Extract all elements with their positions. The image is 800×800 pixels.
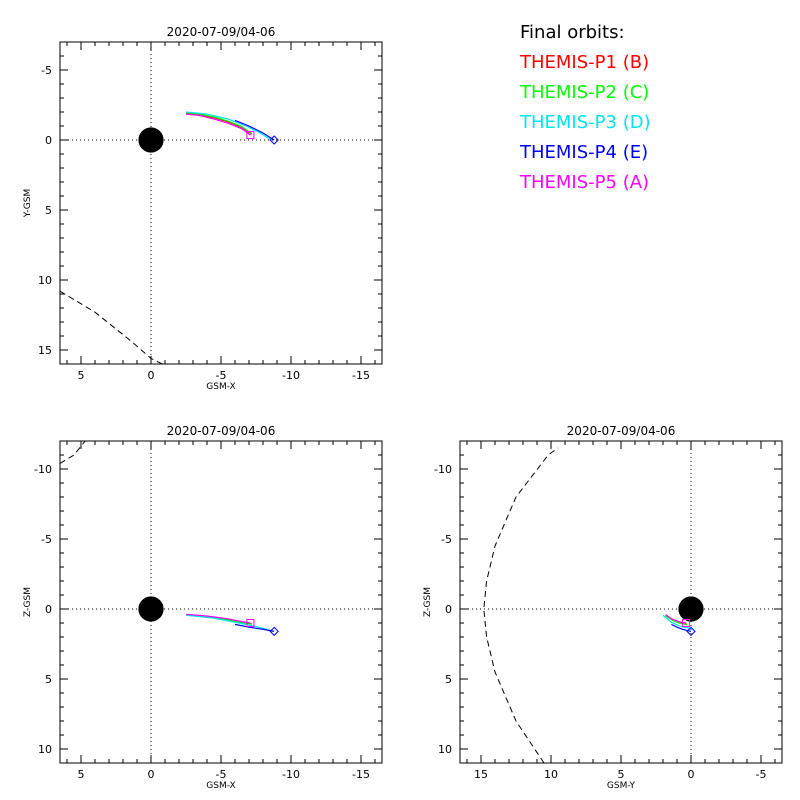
y-tick-label: 10 — [38, 743, 52, 756]
earth-disk — [138, 596, 164, 622]
orbit-panel-2: 5 0 -5 -10 -15 10 5 0 -5 -10 2020-07-09/04-06 GSM-X… — [23, 424, 383, 791]
y-tick-label: 5 — [45, 204, 52, 217]
x-tick-label: -5 — [216, 768, 227, 781]
x-tick-label: 0 — [148, 768, 155, 781]
y-tick-label: -5 — [41, 533, 52, 546]
y-tick-label: -5 — [441, 533, 452, 546]
orbit-series-p3 — [662, 614, 692, 630]
magnetopause-curve — [60, 441, 86, 464]
magnetopause-curve — [483, 447, 559, 763]
x-tick-label: 15 — [474, 768, 488, 781]
y-tick-label: 10 — [38, 274, 52, 287]
y-tick-label: 10 — [438, 743, 452, 756]
x-tick-label: 5 — [618, 768, 625, 781]
diamond-marker — [686, 626, 696, 637]
y-tick-label: -5 — [41, 64, 52, 77]
y-tick-label: 5 — [445, 673, 452, 686]
y-tick-label: 0 — [445, 603, 452, 616]
earth-disk — [678, 596, 704, 622]
plot-frame — [59, 41, 383, 365]
x-axis-label: GSM-X — [206, 781, 235, 791]
orbit-series-p5 — [185, 113, 251, 136]
legend-item-p3: THEMIS-P3 (D) — [520, 112, 651, 133]
x-tick-label: -15 — [352, 768, 370, 781]
orbit-series-p3 — [185, 111, 272, 141]
earth-disk — [138, 127, 164, 153]
x-tick-label: 10 — [544, 768, 558, 781]
orbit-legend: Final orbits: THEMIS-P1 (B) THEMIS-P2 (C… — [520, 18, 780, 198]
square-marker — [682, 619, 691, 627]
orbit-panel-3: 15 10 5 0 -5 10 5 0 -5 -10 2020-07-09/04-06 GSM-Y Z-… — [423, 424, 783, 791]
diamond-marker — [269, 135, 279, 145]
x-tick-label: 5 — [78, 369, 85, 382]
orbit-series-p4 — [234, 623, 275, 632]
y-tick-label: 0 — [45, 603, 52, 616]
y-axis-label: Z-GSM — [23, 587, 33, 617]
diamond-marker — [269, 626, 279, 637]
magnetopause-curve — [60, 290, 163, 364]
plot-area — [60, 441, 382, 763]
y-axis-label: Y-GSM — [23, 189, 33, 218]
square-marker — [246, 131, 255, 140]
x-axis-label: GSM-Y — [607, 781, 636, 791]
legend-item-p2: THEMIS-P2 (C) — [520, 82, 650, 103]
orbit-series-p2 — [664, 615, 687, 626]
y-axis-label: Z-GSM — [423, 587, 433, 617]
plot-title: 2020-07-09/04-06 — [167, 25, 276, 39]
orbit-series-p4 — [671, 623, 692, 632]
orbit-series-p5 — [185, 613, 251, 624]
y-tick-label: 5 — [45, 673, 52, 686]
y-tick-label: 0 — [45, 134, 52, 147]
x-tick-label: -15 — [352, 369, 370, 382]
y-tick-label: -10 — [34, 463, 52, 476]
plot-title: 2020-07-09/04-06 — [567, 424, 676, 438]
x-tick-label: -10 — [282, 369, 300, 382]
orbit-series-p2 — [185, 112, 253, 135]
orbit-panel-1: 5 0 -5 -10 -15 -5 0 5 10 15 2020-07-09/04-06 GSM-X Y… — [23, 25, 383, 392]
legend-item-p4: THEMIS-P4 (E) — [520, 142, 649, 163]
x-tick-label: -10 — [282, 768, 300, 781]
x-tick-label: -5 — [216, 369, 227, 382]
plot-frame — [59, 440, 383, 764]
x-axis-label: GSM-X — [206, 382, 235, 392]
orbit-series-p3 — [185, 614, 272, 632]
square-marker — [246, 619, 255, 627]
x-tick-label: 0 — [688, 768, 695, 781]
plot-area — [460, 441, 782, 763]
plot-area — [60, 42, 382, 364]
legend-title: Final orbits: — [520, 22, 625, 43]
x-tick-label: 0 — [148, 369, 155, 382]
y-tick-label: -10 — [434, 463, 452, 476]
x-tick-label: 5 — [78, 768, 85, 781]
plot-title: 2020-07-09/04-06 — [167, 424, 276, 438]
orbit-series-p4 — [234, 119, 275, 141]
x-tick-label: -5 — [756, 768, 767, 781]
legend-item-p1: THEMIS-P1 (B) — [520, 52, 650, 73]
plot-frame — [459, 440, 783, 764]
y-tick-label: 15 — [38, 344, 52, 357]
legend-item-p5: THEMIS-P5 (A) — [520, 172, 650, 193]
